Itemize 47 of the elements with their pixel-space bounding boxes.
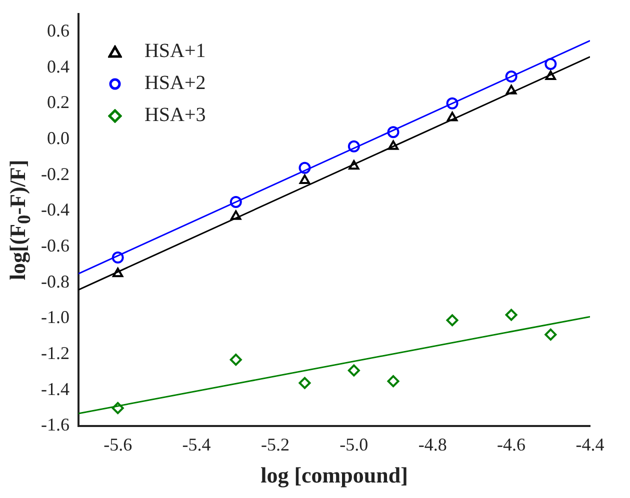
point [299, 174, 310, 184]
point [505, 70, 518, 83]
point [348, 364, 360, 376]
y-tick-label: -0.8 [40, 271, 70, 292]
y-tick-label: 0.6 [46, 20, 70, 40]
legend-label: HSA+2 [144, 72, 206, 96]
x-tick-label: -5.4 [182, 434, 211, 455]
x-tick-label: -4.8 [418, 434, 447, 455]
legend-label: HSA+1 [144, 40, 206, 64]
point [112, 402, 124, 414]
point [506, 84, 517, 94]
point [505, 308, 518, 321]
y-tick-label: 0.4 [46, 56, 70, 76]
point [446, 97, 458, 110]
point [298, 376, 311, 389]
point [112, 252, 124, 264]
point [544, 58, 557, 70]
point [446, 314, 458, 326]
point [348, 140, 360, 152]
point [348, 160, 360, 170]
point [230, 196, 242, 208]
y-tick-label: -1.2 [40, 343, 70, 364]
x-tick-label: -5.2 [260, 434, 290, 455]
y-tick-label: -1.0 [40, 307, 70, 328]
point [230, 354, 242, 366]
y-tick-label: -0.2 [40, 164, 70, 184]
y-tick-label: -1.6 [40, 414, 70, 435]
point [545, 70, 556, 80]
y-tick-label: -0.4 [40, 200, 70, 220]
x-tick-label: -5.6 [104, 434, 132, 455]
x-tick-label: -5.0 [340, 434, 368, 455]
x-tick-label: -4.4 [576, 434, 604, 455]
legend-label: HSA+3 [144, 104, 206, 128]
point [388, 140, 399, 150]
x-tick-label: -4.6 [497, 434, 526, 455]
point [112, 268, 124, 278]
y-tick-label: -1.4 [40, 378, 70, 399]
point [298, 162, 311, 174]
y-tick-label: 0.2 [46, 92, 70, 112]
point [387, 126, 400, 138]
point [446, 112, 458, 122]
point [387, 375, 400, 388]
x-axis-title: log [compound] [260, 462, 408, 488]
point [544, 328, 557, 341]
y-tick-label: -0.6 [40, 236, 70, 256]
point [230, 210, 242, 220]
y-tick-label: 0.0 [46, 128, 70, 148]
